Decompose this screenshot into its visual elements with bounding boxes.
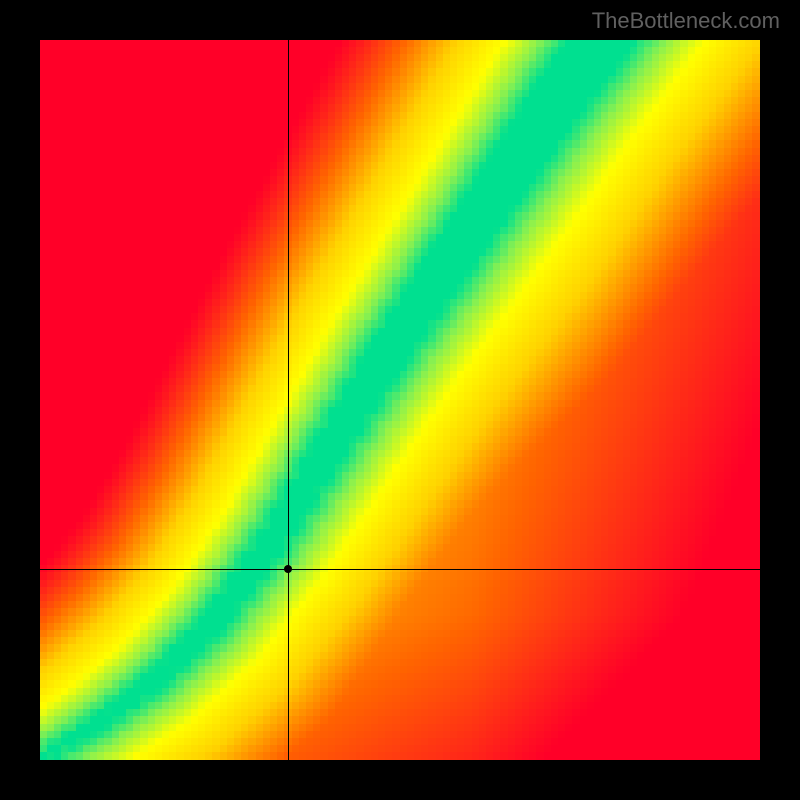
marker-dot — [284, 565, 292, 573]
plot-area — [40, 40, 760, 760]
crosshair-vertical — [288, 40, 289, 760]
crosshair-horizontal — [40, 569, 760, 570]
heatmap-canvas — [40, 40, 760, 760]
watermark-text: TheBottleneck.com — [592, 8, 780, 34]
